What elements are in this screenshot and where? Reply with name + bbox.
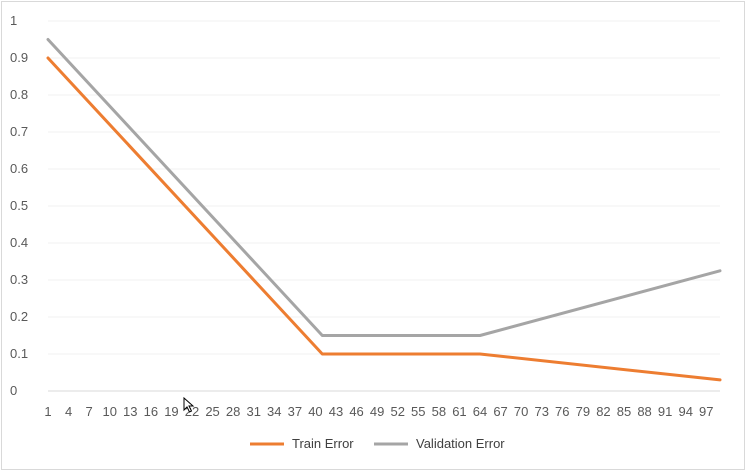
x-tick-label: 46 <box>349 404 363 419</box>
x-tick-label: 1 <box>44 404 51 419</box>
x-tick-label: 37 <box>288 404 302 419</box>
x-tick-label: 25 <box>205 404 219 419</box>
legend: Train Error Validation Error <box>250 436 505 451</box>
x-tick-label: 73 <box>534 404 548 419</box>
x-tick-label: 19 <box>164 404 178 419</box>
x-tick-label: 79 <box>576 404 590 419</box>
legend-label: Train Error <box>292 436 354 451</box>
x-tick-label: 16 <box>144 404 158 419</box>
x-tick-label: 61 <box>452 404 466 419</box>
x-tick-label: 64 <box>473 404 487 419</box>
x-tick-label: 10 <box>102 404 116 419</box>
gridlines <box>48 20 720 392</box>
x-tick-label: 88 <box>637 404 651 419</box>
y-tick-label: 0.2 <box>10 309 28 324</box>
y-tick-label: 0.6 <box>10 161 28 176</box>
x-tick-label: 82 <box>596 404 610 419</box>
x-tick-label: 97 <box>699 404 713 419</box>
series-lines <box>46 38 722 382</box>
x-tick-label: 70 <box>514 404 528 419</box>
y-tick-label: 1 <box>10 13 17 28</box>
x-tick-label: 85 <box>617 404 631 419</box>
x-tick-label: 52 <box>390 404 404 419</box>
y-tick-label: 0.1 <box>10 346 28 361</box>
y-tick-label: 0.7 <box>10 124 28 139</box>
x-tick-label: 34 <box>267 404 281 419</box>
x-tick-label: 31 <box>246 404 260 419</box>
axes: 00.10.20.30.40.50.60.70.80.911 4 7 10 13 16 19… <box>10 13 714 419</box>
y-tick-label: 0.5 <box>10 198 28 213</box>
x-tick-label: 67 <box>493 404 507 419</box>
y-tick-label: 0.8 <box>10 87 28 102</box>
x-tick-label: 28 <box>226 404 240 419</box>
series-line-validation-error <box>46 38 722 337</box>
y-tick-label: 0.9 <box>10 50 28 65</box>
x-tick-label: 43 <box>329 404 343 419</box>
y-tick-label: 0.4 <box>10 235 28 250</box>
x-tick-label: 40 <box>308 404 322 419</box>
legend-label: Validation Error <box>416 436 505 451</box>
x-tick-label: 49 <box>370 404 384 419</box>
x-tick-label: 76 <box>555 404 569 419</box>
series-line-train-error <box>46 56 722 382</box>
x-tick-label: 7 <box>86 404 93 419</box>
x-tick-label: 91 <box>658 404 672 419</box>
x-tick-label: 13 <box>123 404 137 419</box>
x-tick-label: 22 <box>185 404 199 419</box>
x-tick-label: 4 <box>65 404 72 419</box>
y-tick-label: 0.3 <box>10 272 28 287</box>
x-tick-label: 55 <box>411 404 425 419</box>
x-tick-label: 58 <box>432 404 446 419</box>
y-tick-label: 0 <box>10 383 17 398</box>
x-tick-label: 94 <box>678 404 692 419</box>
